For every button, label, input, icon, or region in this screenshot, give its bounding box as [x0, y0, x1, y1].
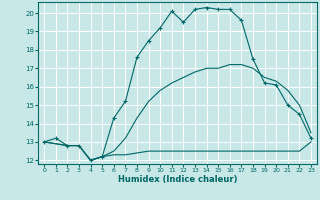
X-axis label: Humidex (Indice chaleur): Humidex (Indice chaleur) — [118, 175, 237, 184]
